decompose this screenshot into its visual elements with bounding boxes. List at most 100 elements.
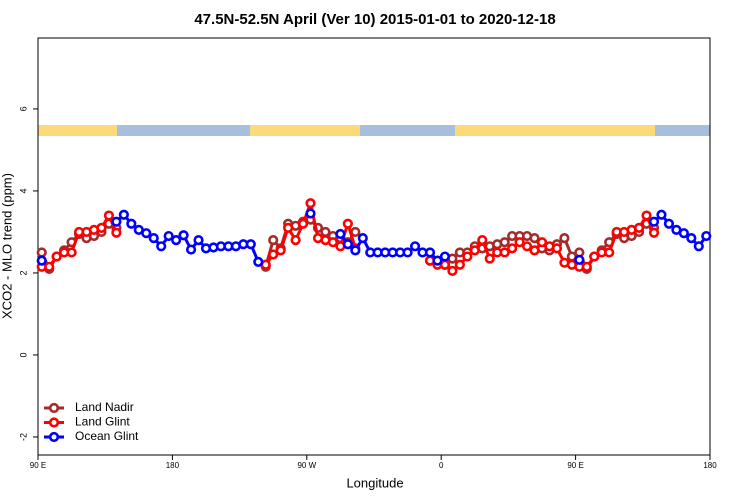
data-point bbox=[342, 218, 353, 229]
legend-marker bbox=[48, 402, 60, 414]
x-tick-label: 90 W bbox=[297, 461, 316, 470]
data-point bbox=[305, 198, 316, 209]
data-point bbox=[581, 261, 592, 272]
data-point bbox=[148, 232, 159, 244]
data-point bbox=[499, 247, 510, 258]
data-point bbox=[290, 235, 301, 246]
data-point bbox=[327, 237, 339, 248]
data-point bbox=[96, 222, 107, 233]
data-point bbox=[701, 230, 712, 242]
data-point bbox=[44, 261, 55, 272]
data-point bbox=[686, 232, 697, 244]
data-point bbox=[693, 241, 704, 252]
data-point bbox=[103, 210, 115, 221]
data-point bbox=[342, 239, 353, 250]
data-point bbox=[253, 256, 264, 267]
data-point bbox=[604, 247, 615, 258]
data-point bbox=[462, 251, 473, 262]
data-point bbox=[574, 254, 585, 265]
y-tick-label: 2 bbox=[18, 270, 28, 275]
data-point bbox=[589, 251, 600, 262]
data-point bbox=[529, 232, 540, 244]
data-point bbox=[559, 232, 570, 244]
data-point bbox=[268, 235, 279, 246]
data-point bbox=[275, 245, 286, 256]
data-point bbox=[163, 230, 174, 242]
data-point bbox=[521, 241, 533, 252]
data-point bbox=[648, 216, 660, 227]
data-point bbox=[663, 218, 675, 229]
data-point bbox=[66, 247, 77, 258]
data-point bbox=[111, 227, 122, 238]
y-tick-label: 4 bbox=[18, 188, 28, 193]
land-band bbox=[250, 125, 360, 136]
series bbox=[36, 197, 660, 276]
data-point bbox=[454, 259, 465, 270]
data-point bbox=[178, 230, 189, 241]
plot-frame bbox=[37, 37, 711, 456]
data-point bbox=[185, 244, 197, 255]
data-point bbox=[357, 232, 368, 244]
data-point bbox=[507, 243, 518, 254]
y-axis-label: XCO2 - MLO trend (ppm) bbox=[0, 173, 14, 319]
data-point bbox=[484, 253, 495, 264]
x-tick-label: 90 E bbox=[30, 461, 46, 470]
data-point bbox=[432, 255, 443, 266]
data-point bbox=[51, 251, 62, 262]
data-point bbox=[335, 228, 346, 240]
data-point bbox=[633, 222, 645, 233]
land-band bbox=[38, 125, 117, 136]
x-tick-label: 180 bbox=[166, 461, 180, 470]
data-point bbox=[171, 235, 182, 246]
data-point bbox=[424, 247, 436, 258]
legend-marker bbox=[48, 417, 60, 428]
surface-strip bbox=[38, 125, 710, 136]
data-point bbox=[469, 245, 480, 256]
data-point bbox=[648, 227, 660, 238]
data-point bbox=[283, 222, 294, 233]
legend-marker bbox=[48, 431, 60, 443]
data-point bbox=[111, 216, 122, 227]
data-point bbox=[551, 243, 563, 254]
legend-label: Ocean Glint bbox=[75, 429, 139, 443]
y-tick-label: 6 bbox=[18, 106, 28, 111]
data-point bbox=[305, 208, 316, 219]
data-point bbox=[36, 247, 47, 258]
data-point bbox=[529, 245, 540, 256]
data-point bbox=[118, 209, 129, 220]
data-point bbox=[245, 239, 256, 250]
data-point bbox=[641, 210, 652, 221]
data-point bbox=[439, 251, 451, 262]
data-point bbox=[297, 218, 309, 229]
chart-title: 47.5N-52.5N April (Ver 10) 2015-01-01 to… bbox=[194, 11, 555, 28]
x-axis-label: Longitude bbox=[346, 475, 403, 490]
x-tick-label: 180 bbox=[703, 461, 717, 470]
data-point bbox=[678, 228, 689, 239]
data-point bbox=[402, 247, 413, 258]
data-point bbox=[499, 237, 510, 248]
data-point bbox=[656, 209, 667, 220]
data-point bbox=[193, 235, 204, 246]
y-tick-label: 0 bbox=[18, 352, 28, 357]
ocean-band bbox=[117, 125, 250, 136]
x-tick-label: 0 bbox=[439, 461, 444, 470]
land-band bbox=[455, 125, 655, 136]
data-point bbox=[536, 237, 548, 248]
legend-label: Land Nadir bbox=[75, 400, 134, 414]
data-point bbox=[126, 218, 137, 229]
ocean-band bbox=[655, 125, 710, 136]
data-point bbox=[350, 245, 361, 256]
data-point bbox=[268, 249, 279, 260]
data-point bbox=[36, 255, 47, 266]
y-tick-label: -2 bbox=[18, 433, 28, 441]
ocean-band bbox=[360, 125, 455, 136]
data-point bbox=[477, 235, 488, 246]
data-point bbox=[514, 237, 525, 248]
legend-label: Land Glint bbox=[75, 415, 130, 429]
series bbox=[36, 208, 712, 267]
data-point bbox=[141, 228, 152, 239]
data-point bbox=[447, 265, 458, 276]
x-tick-label: 90 E bbox=[567, 461, 583, 470]
